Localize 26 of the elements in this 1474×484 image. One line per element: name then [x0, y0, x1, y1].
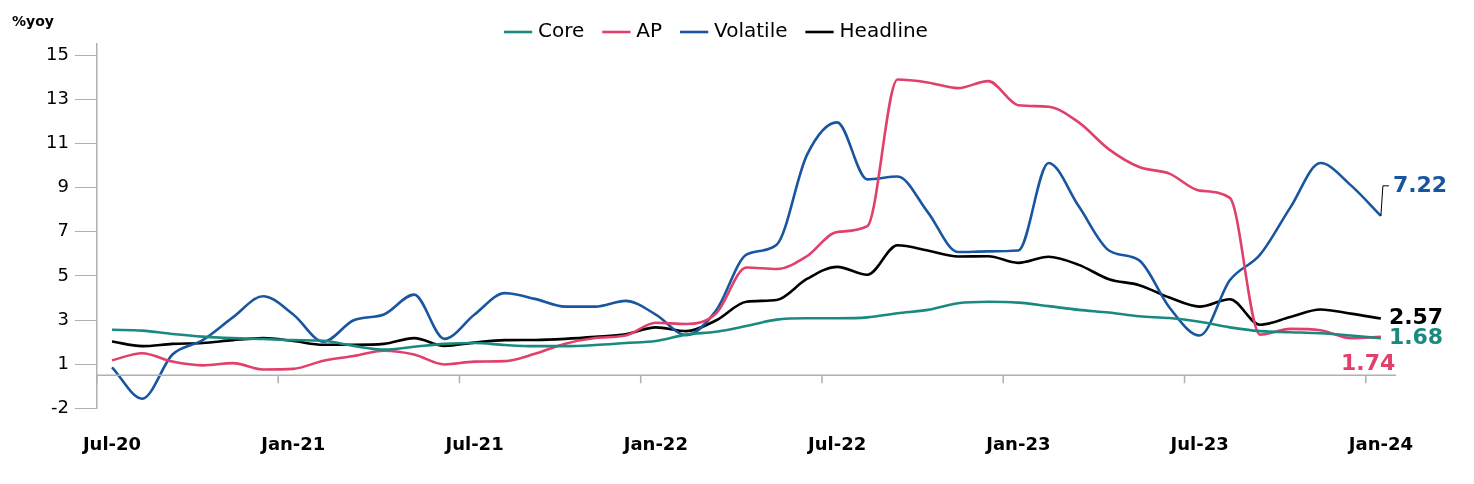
x-tick-label: Jul-20	[80, 432, 142, 454]
x-tick-label: Jul-23	[1168, 432, 1229, 454]
y-tick-label: 5	[57, 263, 69, 285]
x-tick-label: Jul-21	[443, 432, 504, 454]
legend-label: Volatile	[714, 18, 788, 43]
x-tick-label: Jan-24	[1346, 432, 1413, 454]
x-tick-label: Jan-22	[621, 432, 688, 454]
x-tick-label: Jul-22	[805, 432, 867, 454]
legend-label: Headline	[839, 18, 928, 43]
data-label: 7.22	[1392, 171, 1448, 197]
y-tick-label: 9	[57, 175, 69, 197]
y-tick-label: 7	[57, 219, 69, 241]
line-series	[110, 300, 1383, 351]
data-label: 1.74	[1341, 349, 1396, 375]
y-axis-title: %yoy	[12, 12, 54, 29]
y-tick-label: 1	[57, 351, 69, 373]
legend-label: AP	[636, 18, 663, 43]
y-tick-label: 15	[46, 42, 69, 64]
x-tick-label: Jan-23	[984, 432, 1051, 454]
y-tick-label: 11	[46, 131, 69, 153]
data-label: 1.68	[1388, 323, 1444, 349]
y-tick-label: -2	[50, 396, 69, 418]
y-tick-label: 13	[46, 86, 69, 108]
legend-label: Core	[538, 18, 585, 43]
y-tick-label: 3	[57, 307, 69, 329]
x-tick-label: Jan-21	[259, 432, 326, 454]
